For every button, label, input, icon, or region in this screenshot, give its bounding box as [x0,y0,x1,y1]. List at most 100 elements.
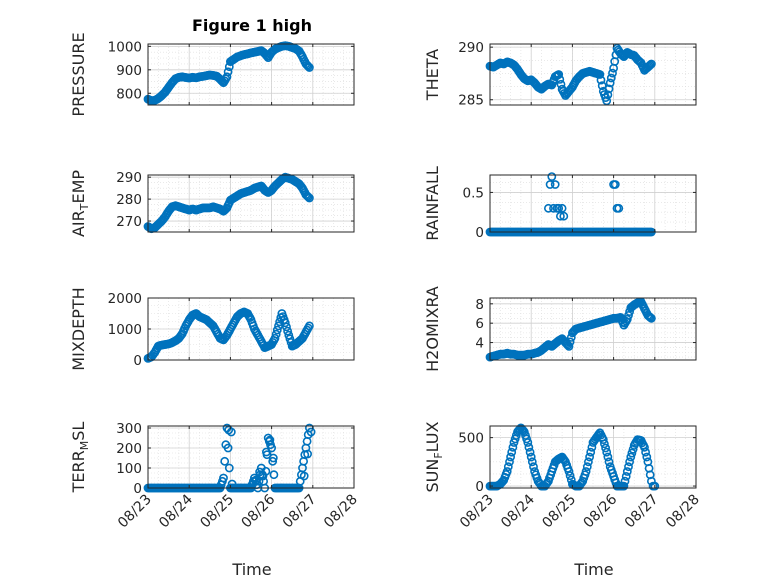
data-point [602,447,612,457]
data-point [544,203,553,213]
data-point [303,61,313,71]
subplot-4: 0 0.5 RAINFALL [423,166,697,241]
y-tick-label: 500 [458,431,484,447]
axes-box [147,43,355,106]
data-point [597,81,607,91]
subplot-8: 0 500 SUNFLUX 08/23 08/24 08/25 08/26 08/27 08/2… [423,421,703,531]
data-point [282,322,291,332]
y-tick-label: 0 [475,479,484,495]
data-point [304,321,314,331]
x-axis-label-right: Time [573,560,613,579]
data-point [642,452,652,462]
data-point [271,329,281,339]
axes-box [489,43,697,106]
data-point [605,78,615,88]
data-point [626,452,636,462]
y-axis-label: H2OMIXRA [423,286,442,372]
data-point [647,313,656,323]
y-axis-label-part: EMP [69,170,88,204]
data-point [606,73,616,83]
y-tick-label: 0.5 [463,185,484,201]
data-point [603,452,613,462]
data-point [268,453,278,463]
data-point [610,180,620,189]
x-tick-label: 08/25 [197,492,237,532]
y-tick-label: 2000 [108,291,142,307]
y-tick-label: 800 [116,86,142,102]
data-point [625,457,634,467]
y-axis-label-part: SL [69,422,88,441]
y-axis-label: MIXDEPTH [69,287,88,370]
y-axis-label-part: SUN [423,459,442,493]
data-point [584,457,593,467]
y-axis-label: AIRTEMP [69,170,91,237]
axes-box [489,174,697,233]
y-tick-label: 0 [133,353,142,369]
x-tick-label: 08/24 [498,491,538,531]
data-point [274,321,283,331]
data-point [621,471,631,481]
x-tick-label: 08/25 [539,492,579,532]
x-tick-label: 08/27 [280,492,320,532]
data-point [549,203,558,213]
y-tick-label: 4 [475,336,484,352]
data-point [547,172,557,181]
data-point [644,61,654,71]
data-point [280,318,290,328]
data-point [508,442,518,452]
data-point [306,427,316,437]
data-point [303,449,312,459]
y-axis-label: RAINFALL [423,166,442,241]
x-axis-label-left: Time [231,560,271,579]
data-point [603,90,613,100]
data-point [602,96,612,106]
subplot-6: 4 6 8 H2OMIXRA [423,286,697,372]
data-point [283,326,292,336]
data-point [640,442,649,452]
data-point [224,463,234,473]
data-point [523,438,533,447]
data-point [650,481,660,491]
data-point [302,60,312,70]
data-point [564,467,574,476]
data-point [545,180,555,189]
data-point [302,191,312,201]
y-tick-label: 100 [116,461,142,477]
subplot-5: 0 1000 2000 MIXDEPTH [69,287,355,371]
data-point [272,325,282,335]
x-tick-label: 08/28 [663,492,703,532]
data-point [647,59,656,69]
data-point [644,311,654,321]
y-tick-label: 900 [116,63,142,79]
data-point [556,211,565,221]
data-point [270,333,280,343]
data-point [251,475,261,485]
data-point [604,457,614,467]
y-axis-label-subscript: M [78,441,91,451]
data-point [268,456,278,466]
y-tick-label: 270 [116,214,142,230]
y-axis-label-subscript: F [432,452,445,458]
data-point [624,310,633,320]
y-axis-label: PRESSURE [69,32,88,116]
y-tick-label: 290 [458,40,484,56]
y-tick-label: 200 [116,441,142,457]
data-point [529,462,538,472]
y-tick-label: 280 [116,192,142,208]
data-point [223,67,233,77]
data-point [598,435,608,444]
data-point [586,447,596,457]
y-tick-label: 0 [475,225,484,241]
subplot-2: 285 290 THETA [423,40,697,109]
data-point [526,452,536,462]
y-axis-label-subscript: T [78,203,91,211]
data-point [559,211,569,221]
data-point [627,448,637,458]
data-point [557,203,567,213]
subplot-3: 270 280 290 AIRTEMP [69,170,355,237]
data-point [506,452,515,462]
y-axis-label: SUNFLUX [423,421,445,492]
data-point [223,443,233,453]
y-axis-label-part: TERR [69,450,88,493]
